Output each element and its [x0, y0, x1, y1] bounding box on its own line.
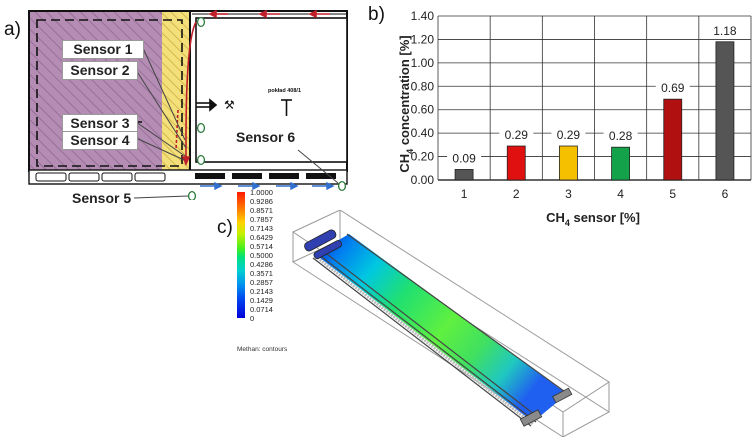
sensor-3-label: Sensor 3: [62, 114, 138, 133]
cfd-model-svg: [291, 209, 610, 438]
data-label: 0.29: [505, 128, 529, 142]
sensor-2-label: Sensor 2: [62, 61, 138, 80]
x-axis-title: CH4 sensor [%]: [546, 210, 640, 228]
colorbar-tick-label: 0.2857: [250, 278, 273, 287]
x-tick-label: 6: [722, 187, 729, 201]
svg-text:⚒: ⚒: [224, 98, 235, 112]
x-tick-label: 2: [513, 187, 520, 201]
bar: [611, 146, 630, 181]
panel-label-a: a): [4, 19, 21, 40]
sensor-1-label: Sensor 1: [62, 40, 144, 59]
schematic-drawing: ⚒: [28, 9, 348, 202]
cfd-longwall-model: [285, 209, 615, 438]
y-axis-title: CH4 concentration [%]: [397, 35, 415, 172]
sensor-6-label: Sensor 6: [236, 129, 296, 145]
seam-caption: pokład 408/1: [268, 88, 302, 94]
bar: [506, 145, 526, 181]
colorbar-tick-label: 0.6429: [250, 233, 273, 242]
data-label-bg: [447, 150, 482, 166]
data-label: 0.28: [609, 129, 633, 143]
sensor-4-label: Sensor 4: [62, 131, 138, 150]
bar: [663, 98, 683, 181]
data-label-bg: [603, 128, 638, 144]
y-tick-label: 0.00: [411, 173, 435, 187]
y-tick-label: 0.80: [411, 79, 435, 93]
bar-chart-svg: 0.09 0.29 0.29 0.28 0.69 1.18 0.00 0.20 0.40 0.6…: [397, 9, 752, 228]
x-tick-label: 3: [565, 187, 572, 201]
bar: [559, 145, 578, 181]
colorbar-caption: Methan: contours: [237, 346, 288, 353]
y-tick-label: 0.60: [411, 103, 435, 117]
x-tick-label: 1: [461, 187, 468, 201]
colorbar-tick-label: 0.5000: [250, 251, 273, 260]
bar: [454, 169, 474, 181]
colorbar-tick-label: 0: [250, 314, 255, 323]
panel-label-b: b): [368, 4, 385, 25]
data-label-bg: [499, 127, 534, 143]
data-label: 0.69: [661, 81, 685, 95]
colorbar-tick-label: 0.7143: [250, 224, 273, 233]
data-label-bg: [655, 80, 690, 96]
y-tick-label: 1.40: [411, 9, 435, 23]
y-tick-label: 1.00: [411, 56, 435, 70]
data-label: 1.18: [713, 24, 737, 38]
longwall-schematic: ⚒: [0, 0, 360, 202]
colorbar: [237, 192, 245, 318]
data-label: 0.29: [557, 128, 581, 142]
x-tick-label: 5: [669, 187, 676, 201]
bar-chart: 0.09 0.29 0.29 0.28 0.69 1.18 0.00 0.20 0.40 0.6…: [395, 6, 754, 236]
colorbar-tick-label: 1.0000: [250, 188, 273, 197]
colorbar-tick-label: 0.1429: [250, 296, 273, 305]
colorbar-tick-label: 0.4286: [250, 260, 273, 269]
data-label-bg: [707, 22, 742, 38]
x-tick-label: 4: [617, 187, 624, 201]
colorbar-tick-label: 0.9286: [250, 197, 273, 206]
panel-label-c: c): [217, 217, 233, 238]
y-tick-label: 0.20: [411, 150, 435, 164]
colorbar-tick-label: 0.2143: [250, 287, 273, 296]
data-label-bg: [551, 127, 586, 143]
colorbar-tick-label: 0.5714: [250, 242, 273, 251]
bar: [715, 41, 735, 181]
colorbar-tick-label: 0.3571: [250, 269, 273, 278]
data-label: 0.09: [452, 151, 476, 165]
colorbar-tick-label: 0.8571: [250, 206, 273, 215]
colorbar-tick-label: 0.0714: [250, 305, 273, 314]
y-tick-label: 0.40: [411, 126, 435, 140]
colorbar-tick-label: 0.7857: [250, 215, 273, 224]
y-tick-label: 1.20: [411, 32, 435, 46]
sensor-5-label: Sensor 5: [72, 190, 132, 206]
